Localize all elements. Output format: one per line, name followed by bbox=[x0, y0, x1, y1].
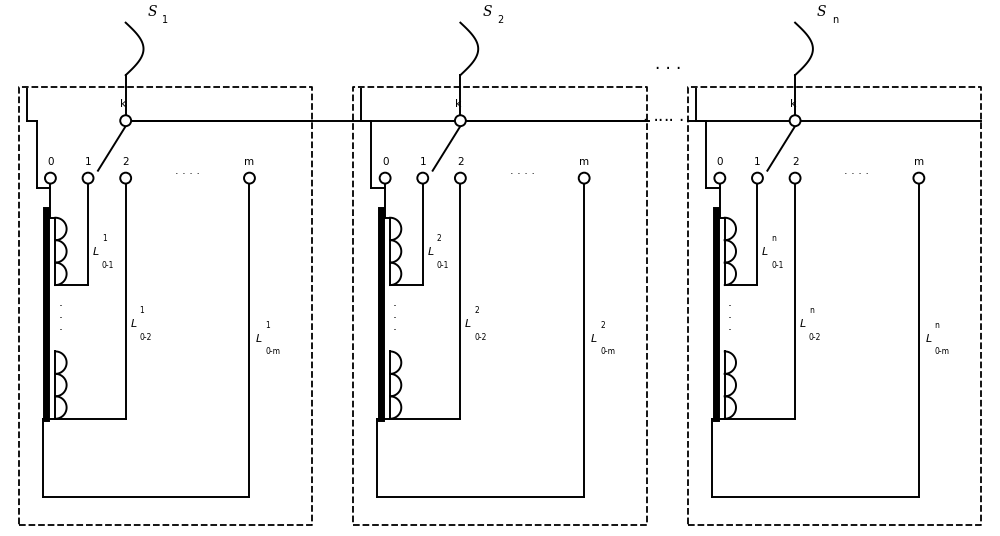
Circle shape bbox=[455, 115, 466, 126]
Circle shape bbox=[120, 115, 131, 126]
Text: 0-2: 0-2 bbox=[140, 333, 152, 342]
Circle shape bbox=[45, 173, 56, 183]
Text: n: n bbox=[809, 306, 814, 315]
Text: 0-m: 0-m bbox=[600, 347, 615, 356]
Text: m: m bbox=[914, 157, 924, 167]
Text: $L$: $L$ bbox=[427, 245, 434, 257]
Text: $L$: $L$ bbox=[464, 317, 472, 329]
Text: 0-2: 0-2 bbox=[474, 333, 487, 342]
Text: $L$: $L$ bbox=[761, 245, 769, 257]
Circle shape bbox=[380, 173, 391, 183]
Text: S: S bbox=[482, 5, 492, 19]
Circle shape bbox=[714, 173, 725, 183]
Text: $L$: $L$ bbox=[799, 317, 807, 329]
Circle shape bbox=[120, 173, 131, 183]
Text: S: S bbox=[817, 5, 826, 19]
Text: 2: 2 bbox=[792, 157, 798, 167]
Text: 2: 2 bbox=[497, 14, 503, 25]
Text: 0: 0 bbox=[382, 157, 388, 167]
Text: $L$: $L$ bbox=[255, 332, 263, 344]
Text: m: m bbox=[244, 157, 255, 167]
Text: $L$: $L$ bbox=[925, 332, 932, 344]
Text: 1: 1 bbox=[162, 14, 168, 25]
Text: 2: 2 bbox=[600, 321, 605, 330]
Text: 0-1: 0-1 bbox=[437, 262, 449, 270]
Text: · · ·: · · · bbox=[643, 111, 670, 130]
Text: $L$: $L$ bbox=[590, 332, 598, 344]
Text: 1: 1 bbox=[85, 157, 91, 167]
Text: 0-1: 0-1 bbox=[102, 262, 114, 270]
Text: 1: 1 bbox=[419, 157, 426, 167]
Text: $L$: $L$ bbox=[130, 317, 137, 329]
Text: ·
·
·: · · · bbox=[58, 300, 62, 337]
Text: · · ·: · · · bbox=[658, 111, 684, 130]
Text: 1: 1 bbox=[140, 306, 144, 315]
Text: 2: 2 bbox=[457, 157, 464, 167]
Text: $L$: $L$ bbox=[92, 245, 100, 257]
Text: k: k bbox=[790, 99, 796, 109]
Circle shape bbox=[455, 173, 466, 183]
Text: S: S bbox=[147, 5, 157, 19]
Text: · · · ·: · · · · bbox=[844, 169, 869, 179]
Text: 1: 1 bbox=[102, 234, 107, 243]
Circle shape bbox=[417, 173, 428, 183]
Circle shape bbox=[752, 173, 763, 183]
Text: m: m bbox=[579, 157, 589, 167]
Text: k: k bbox=[455, 99, 462, 109]
Text: ·
·
·: · · · bbox=[728, 300, 732, 337]
Text: 2: 2 bbox=[474, 306, 479, 315]
Text: 0-1: 0-1 bbox=[771, 262, 784, 270]
Text: 1: 1 bbox=[754, 157, 761, 167]
Text: · · · ·: · · · · bbox=[510, 169, 535, 179]
Text: 0: 0 bbox=[47, 157, 54, 167]
Text: n: n bbox=[832, 14, 838, 25]
Text: k: k bbox=[120, 99, 127, 109]
Text: 0-m: 0-m bbox=[935, 347, 950, 356]
Circle shape bbox=[913, 173, 924, 183]
Circle shape bbox=[790, 173, 801, 183]
Text: 0-2: 0-2 bbox=[809, 333, 821, 342]
Text: n: n bbox=[771, 234, 776, 243]
Text: ·
·
·: · · · bbox=[393, 300, 397, 337]
Text: 1: 1 bbox=[265, 321, 270, 330]
Circle shape bbox=[579, 173, 590, 183]
Circle shape bbox=[244, 173, 255, 183]
Text: n: n bbox=[935, 321, 940, 330]
Text: · · · ·: · · · · bbox=[175, 169, 200, 179]
Text: 2: 2 bbox=[437, 234, 441, 243]
Circle shape bbox=[790, 115, 801, 126]
Text: 2: 2 bbox=[122, 157, 129, 167]
Circle shape bbox=[83, 173, 94, 183]
Text: 0: 0 bbox=[717, 157, 723, 167]
Text: 0-m: 0-m bbox=[265, 347, 280, 356]
Text: · · ·: · · · bbox=[655, 60, 681, 78]
